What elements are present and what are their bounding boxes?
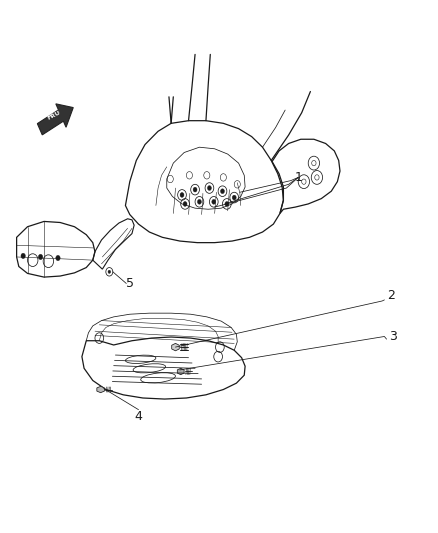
Polygon shape	[37, 104, 73, 135]
Polygon shape	[177, 368, 184, 375]
Text: 5: 5	[126, 277, 134, 290]
Text: 2: 2	[387, 289, 395, 302]
Circle shape	[198, 199, 201, 204]
Circle shape	[225, 201, 229, 206]
Circle shape	[232, 195, 236, 200]
Circle shape	[39, 254, 43, 260]
Circle shape	[208, 185, 212, 190]
Text: 1: 1	[294, 171, 302, 184]
Text: 4: 4	[134, 409, 142, 423]
Text: FRU: FRU	[46, 110, 61, 121]
Circle shape	[212, 199, 216, 204]
Circle shape	[180, 192, 184, 197]
Circle shape	[220, 189, 224, 193]
Circle shape	[183, 201, 187, 206]
Circle shape	[21, 253, 25, 259]
Circle shape	[193, 187, 197, 192]
Text: 3: 3	[389, 330, 397, 343]
Polygon shape	[97, 386, 104, 393]
Circle shape	[56, 255, 60, 261]
Polygon shape	[172, 343, 179, 351]
Circle shape	[108, 270, 111, 273]
